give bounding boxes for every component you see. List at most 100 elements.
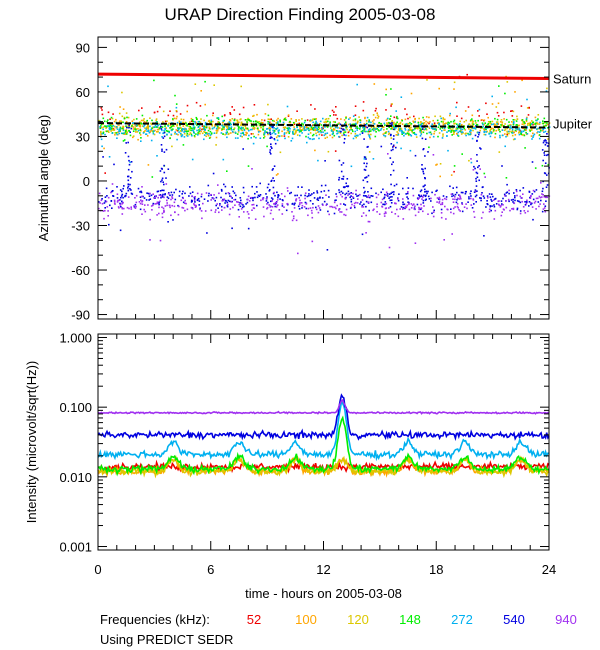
azimuth-point-940kHz: [338, 209, 340, 211]
azimuth-point-540kHz: [490, 198, 492, 201]
azimuth-point-120kHz: [143, 118, 145, 120]
azimuth-point-148kHz: [230, 127, 232, 129]
azimuth-point-940kHz: [493, 218, 496, 220]
azimuth-point-100kHz: [391, 127, 393, 129]
azimuth-point-148kHz: [237, 128, 240, 130]
azimuth-point-272kHz: [157, 124, 159, 126]
azimuth-point-540kHz: [389, 205, 392, 208]
azimuth-point-540kHz: [207, 184, 210, 187]
azimuth-point-148kHz: [104, 125, 106, 127]
azimuth-point-940kHz: [141, 201, 143, 203]
azimuth-point-540kHz: [392, 144, 395, 147]
azimuth-point-272kHz: [354, 135, 356, 137]
azimuth-point-272kHz: [310, 125, 312, 127]
azimuth-point-540kHz: [150, 194, 153, 197]
azimuth-point-940kHz: [530, 194, 532, 197]
azimuth-point-120kHz: [226, 126, 228, 128]
azimuth-point-272kHz: [518, 129, 521, 131]
azimuth-point-100kHz: [443, 129, 445, 131]
azimuth-point-100kHz: [113, 120, 116, 123]
azimuth-point-100kHz: [530, 135, 533, 137]
azimuth-point-540kHz: [226, 205, 229, 208]
azimuth-point-540kHz: [366, 196, 368, 198]
azimuth-point-940kHz: [278, 209, 281, 211]
azimuth-point-272kHz: [365, 123, 368, 126]
azimuth-point-540kHz: [365, 200, 368, 203]
azimuth-point-100kHz: [215, 136, 218, 139]
azimuth-point-100kHz: [367, 123, 370, 126]
azimuth-point-148kHz: [196, 124, 198, 126]
azimuth-point-272kHz: [118, 132, 120, 135]
azimuth-point-940kHz: [218, 192, 220, 195]
azimuth-point-148kHz: [236, 124, 239, 127]
azimuth-point-272kHz: [412, 129, 415, 131]
azimuth-point-540kHz: [274, 142, 277, 145]
azimuth-point-272kHz: [156, 155, 158, 157]
azimuth-point-540kHz: [232, 190, 235, 193]
azimuth-point-120kHz: [452, 131, 455, 134]
azimuth-point-540kHz: [212, 172, 215, 175]
azimuth-point-148kHz: [534, 167, 537, 169]
azimuth-point-52kHz: [229, 113, 232, 115]
intensity-y-axis-label: Intensity (microvolt/sqrt(Hz)): [24, 361, 39, 524]
azimuth-point-120kHz: [489, 122, 491, 125]
azimuth-point-940kHz: [479, 168, 481, 170]
azimuth-point-940kHz: [378, 213, 381, 215]
azimuth-point-540kHz: [524, 204, 527, 206]
azimuth-point-540kHz: [156, 190, 159, 193]
azimuth-point-120kHz: [390, 137, 393, 139]
azimuth-point-272kHz: [229, 123, 232, 126]
azimuth-point-120kHz: [369, 138, 372, 140]
azimuth-point-940kHz: [133, 205, 135, 207]
azimuth-point-148kHz: [438, 124, 441, 126]
azimuth-point-540kHz: [475, 194, 478, 197]
azimuth-point-120kHz: [121, 115, 124, 118]
azimuth-point-148kHz: [487, 123, 490, 125]
azimuth-point-940kHz: [247, 213, 250, 215]
azimuth-point-940kHz: [411, 204, 414, 207]
azimuth-point-148kHz: [190, 133, 193, 136]
azimuth-point-148kHz: [165, 129, 168, 132]
azimuth-point-272kHz: [118, 130, 120, 133]
azimuth-point-272kHz: [320, 131, 322, 134]
legend-label: Frequencies (kHz):: [100, 612, 210, 627]
azimuth-point-540kHz: [479, 147, 481, 149]
azimuth-point-272kHz: [491, 95, 493, 98]
azimuth-point-120kHz: [240, 124, 242, 126]
azimuth-point-940kHz: [325, 194, 327, 196]
azimuth-point-940kHz: [141, 200, 144, 202]
azimuth-point-540kHz: [386, 193, 389, 195]
azimuth-point-120kHz: [413, 121, 415, 124]
azimuth-point-100kHz: [118, 124, 120, 126]
azimuth-point-148kHz: [161, 126, 164, 128]
azimuth-point-540kHz: [227, 199, 230, 202]
azimuth-point-940kHz: [459, 195, 461, 198]
azimuth-point-148kHz: [285, 119, 287, 121]
azimuth-point-148kHz: [186, 131, 188, 133]
azimuth-point-540kHz: [130, 161, 133, 163]
azimuth-point-540kHz: [207, 200, 209, 202]
azimuth-point-148kHz: [368, 119, 370, 121]
azimuth-point-540kHz: [422, 202, 425, 204]
azimuth-point-940kHz: [504, 195, 506, 197]
azimuth-point-540kHz: [137, 187, 140, 190]
azimuth-point-940kHz: [456, 203, 459, 205]
azimuth-point-940kHz: [438, 198, 441, 200]
azimuth-point-940kHz: [499, 206, 502, 208]
azimuth-point-940kHz: [335, 195, 338, 198]
azimuth-point-272kHz: [478, 108, 481, 111]
azimuth-point-540kHz: [338, 176, 341, 179]
azimuth-point-120kHz: [504, 129, 506, 132]
azimuth-point-540kHz: [130, 127, 133, 130]
azimuth-point-272kHz: [112, 125, 115, 127]
azimuth-point-940kHz: [275, 201, 278, 204]
azimuth-point-100kHz: [204, 126, 207, 128]
azimuth-point-940kHz: [385, 194, 388, 197]
azimuth-point-272kHz: [108, 156, 111, 158]
azimuth-point-120kHz: [139, 121, 141, 123]
azimuth-point-272kHz: [284, 137, 286, 140]
azimuth-point-148kHz: [493, 129, 495, 131]
azimuth-point-940kHz: [420, 207, 423, 209]
azimuth-point-148kHz: [447, 121, 449, 124]
azimuth-point-540kHz: [241, 206, 244, 209]
